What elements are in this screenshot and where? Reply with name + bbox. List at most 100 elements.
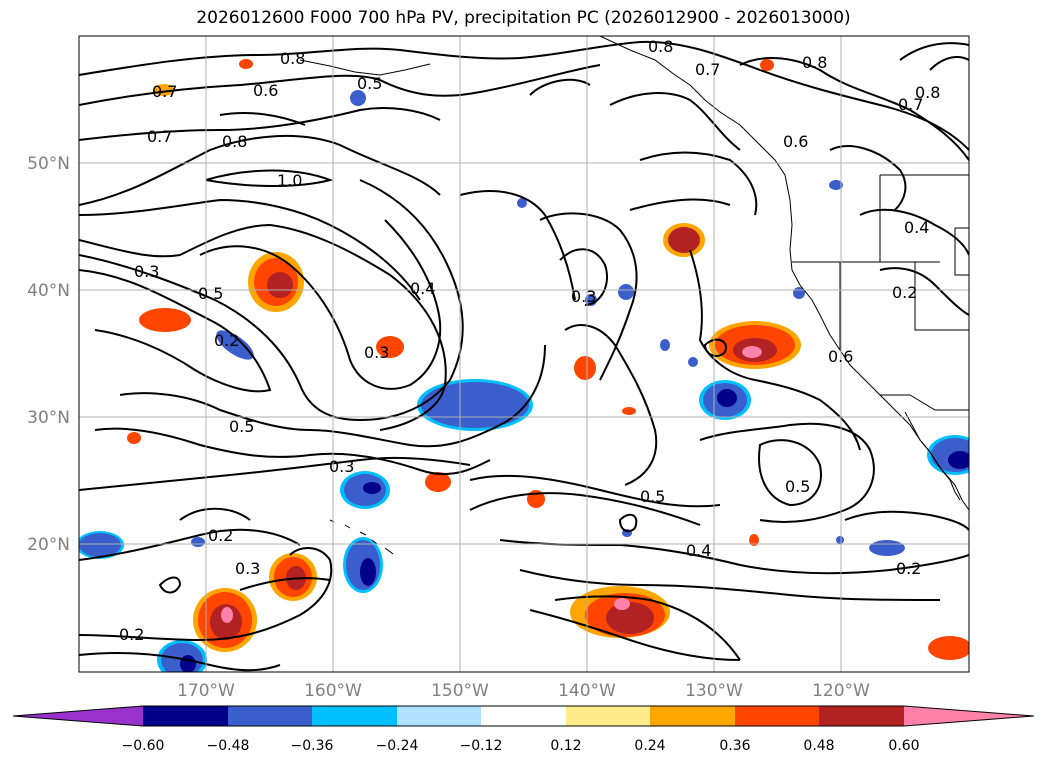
pv-contour [205,169,334,187]
lon-tick-label: 130°W [685,681,743,701]
precip-negative-blob [717,389,737,407]
precip-negative-blob [618,284,634,300]
lat-tick-label: 40°N [27,281,70,301]
lat-tick-label: 30°N [27,408,70,428]
pv-contour [219,112,306,126]
contour-label: 0.2 [214,331,239,350]
colorbar-tick-label: 0.36 [719,738,750,754]
colorbar-segment [397,706,481,726]
lon-tick-label: 120°W [812,681,870,701]
contour-label: 0.7 [152,82,177,101]
pv-contour [529,78,591,96]
precip-negative-blob [180,655,196,672]
contour-label: 0.2 [208,526,233,545]
contour-label: 0.4 [686,541,711,560]
pv-contour [179,507,251,521]
contour-label: 0.6 [783,132,808,151]
pv-contour [639,151,758,216]
precip-positive-blob [127,432,141,444]
pv-contour [758,439,822,507]
contour-label: 0.7 [147,127,172,146]
pv-contours [79,40,969,672]
pv-contour [499,539,969,575]
precip-positive-blob [239,59,253,69]
colorbar-extend-max [904,706,1034,726]
colorbar-outline [12,705,1035,727]
contour-label: 0.5 [357,74,382,93]
pv-contour [79,107,441,141]
pv-contour [79,528,301,561]
colorbar-tick-label: −0.60 [122,738,165,754]
pv-contour [119,344,546,448]
contour-label: 0.6 [828,347,853,366]
precip-negative-blob [79,533,121,557]
pv-contour [79,269,272,393]
colorbar-segment [228,706,312,726]
contour-label: 0.8 [222,132,247,151]
contour-label: 0.8 [648,37,673,56]
precip-negative-blob [688,357,698,367]
pv-contour [529,609,741,661]
pv-contour [564,324,658,486]
state-border [954,227,969,276]
colorbar-tick-label: −0.12 [460,738,503,754]
contour-label: 0.2 [896,559,921,578]
contour-labels: 0.8 0.6 0.5 0.7 0.7 0.8 1.0 0.8 0.7 0.8 … [119,37,940,644]
precip-negative-blob [363,482,381,494]
pv-contour [469,474,721,508]
pv-contour [629,198,731,211]
contour-label: 0.8 [802,53,827,72]
colorbar-segment [481,706,566,726]
pv-contour [929,56,969,71]
contour-label: 0.3 [364,343,389,362]
map-panel: 0.8 0.6 0.5 0.7 0.7 0.8 1.0 0.8 0.7 0.8 … [79,36,969,672]
pv-contour [844,510,969,531]
pv-contour [699,422,875,523]
contour-label: 0.5 [229,417,254,436]
mexico-border [880,394,969,411]
precip-negative-blob [216,330,254,360]
pv-contour [239,577,331,591]
contour-label: 0.8 [280,49,305,68]
pv-contour [739,57,969,161]
pv-contour [859,208,969,256]
contour-label: 0.7 [898,95,923,114]
contour-label: 0.4 [904,218,929,237]
state-border [792,261,880,350]
pv-contour [829,145,907,211]
pv-contour [79,198,421,301]
lon-tick-label: 140°W [558,681,616,701]
pv-contour [879,267,969,316]
pv-contour [689,249,861,451]
contour-label: 0.4 [410,279,435,298]
precip-positive-blob [622,407,636,415]
contour-label: 0.5 [785,477,810,496]
colorbar-tick-label: 0.12 [550,738,581,754]
graticule [79,36,969,672]
pv-contour [199,219,442,390]
precip-negative-blob [829,180,843,190]
colorbar-tick-label: 0.60 [888,738,919,754]
pv-contour [94,427,491,476]
colorbar-tick-label: −0.24 [376,738,419,754]
lat-tick-label: 50°N [27,154,70,174]
figure-title: 2026012600 F000 700 hPa PV, precipitatio… [196,8,851,28]
colorbar-segment [566,706,650,726]
colorbar-tick-label: −0.48 [207,738,250,754]
pv-contour [559,248,608,306]
map-frame [78,35,970,673]
colorbar: −0.60 −0.48 −0.36 −0.24 −0.12 0.12 0.24 … [12,705,1035,754]
lon-tick-label: 170°W [177,681,235,701]
pv-contour [79,179,464,422]
colorbar-tick-label: −0.36 [291,738,334,754]
precip-positive-blob [221,607,233,623]
contour-label: 0.5 [198,284,223,303]
precip-positive-blob [760,59,774,71]
contour-label: 0.7 [695,60,720,79]
precip-negative-blob [660,339,670,351]
pv-contour [519,569,941,601]
pv-contour [79,64,601,106]
pv-contour [158,576,182,594]
hawaii-islands [329,519,394,555]
